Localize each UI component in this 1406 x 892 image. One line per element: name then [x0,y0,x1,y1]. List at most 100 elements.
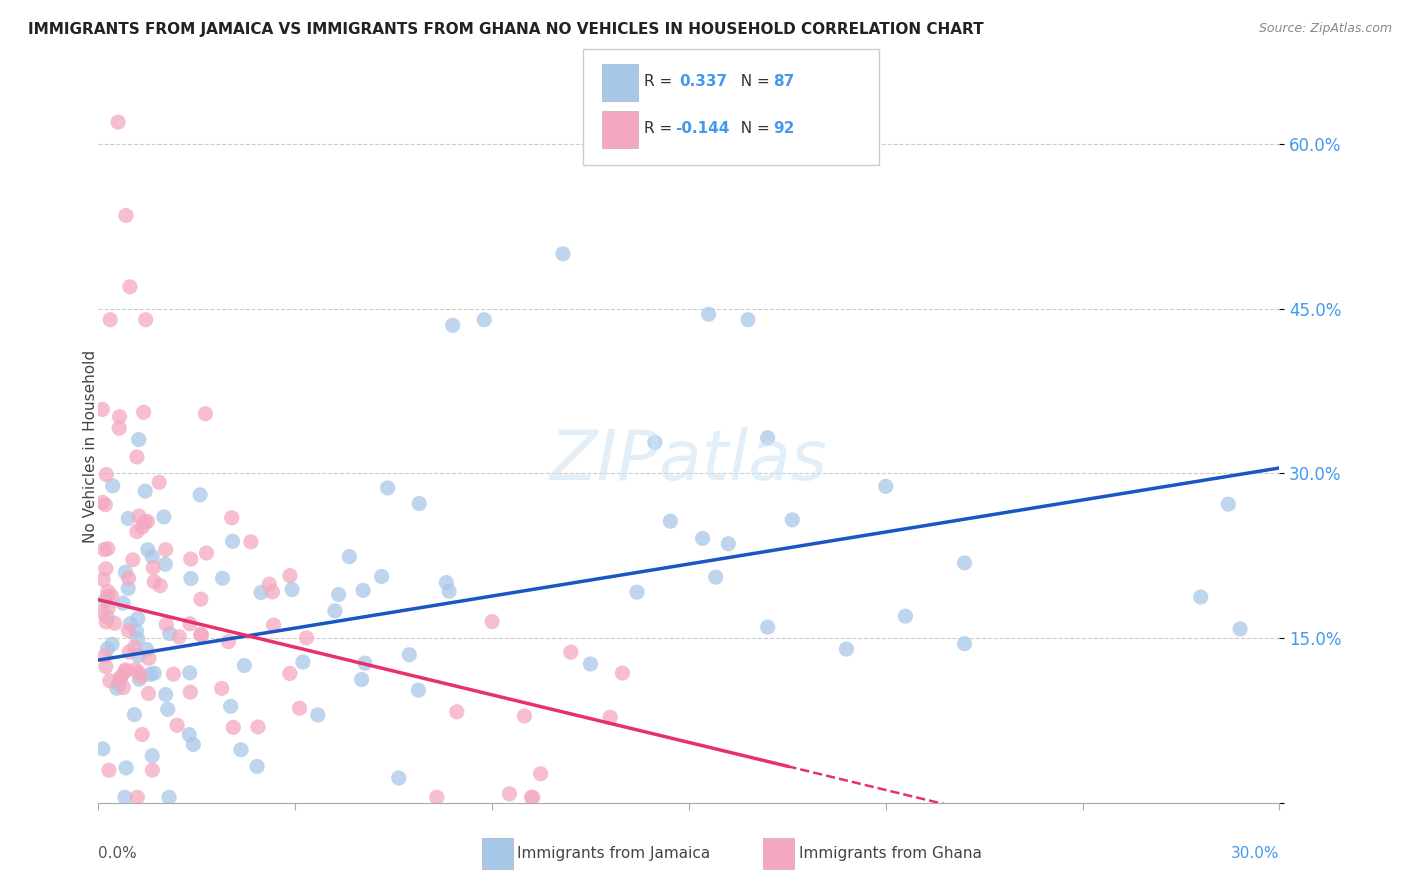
Point [91,573,114,587]
Point [472,312,495,326]
Point [157,790,180,805]
Point [388,771,411,785]
Text: 0.337: 0.337 [679,74,727,89]
Point [128,433,150,447]
Point [233,658,256,673]
Text: Immigrants from Ghana: Immigrants from Ghana [799,847,981,861]
Point [737,312,759,326]
Point [136,515,159,529]
Point [94,659,117,673]
Point [96,467,118,482]
Point [337,549,360,564]
Text: 0.0%: 0.0% [98,846,138,861]
Point [127,665,149,680]
Point [437,584,460,599]
Point [398,648,420,662]
Point [221,534,243,549]
Point [441,318,464,333]
Point [94,648,117,663]
Point [756,620,779,634]
Point [143,574,166,589]
Point [520,790,543,805]
Point [127,611,149,625]
Point [195,546,218,560]
Point [155,542,177,557]
Point [91,495,114,509]
Point [124,707,146,722]
Point [1218,497,1240,511]
Point [105,681,128,696]
Point [97,584,120,599]
Point [127,632,149,646]
Point [94,593,117,607]
Point [166,718,188,732]
Point [211,571,233,585]
Point [579,657,602,671]
Point [94,562,117,576]
Point [190,628,212,642]
Point [125,524,148,539]
Point [953,556,976,570]
Point [156,702,179,716]
Point [118,280,141,294]
Point [328,587,350,601]
Point [131,520,153,534]
Point [481,615,503,629]
Point [780,513,803,527]
Point [91,605,114,619]
Point [91,741,114,756]
Point [498,787,520,801]
Point [659,514,682,528]
Point [551,247,574,261]
Point [894,609,917,624]
Point [180,572,202,586]
Text: N =: N = [731,121,775,136]
Point [117,624,139,638]
Point [141,748,163,763]
Point [139,667,162,681]
Point [183,738,205,752]
Point [1229,622,1251,636]
Point [697,307,720,321]
Point [117,511,139,525]
Point [108,677,131,691]
Point [211,681,233,696]
Point [262,585,284,599]
Point [626,585,648,599]
Point [97,541,120,556]
Point [278,666,301,681]
Point [179,685,201,699]
Point [153,510,176,524]
Point [108,421,131,435]
Point [704,570,727,584]
Point [222,720,245,734]
Point [112,681,135,695]
Point [155,688,177,702]
Point [307,708,329,723]
Point [350,673,373,687]
Point [522,790,544,805]
Point [141,763,163,777]
Point [167,630,190,644]
Point [110,669,132,683]
Point [644,435,666,450]
Point [530,766,553,780]
Point [135,642,157,657]
Point [612,666,634,681]
Point [98,673,121,688]
Point [291,655,314,669]
Y-axis label: No Vehicles in Household: No Vehicles in Household [83,350,97,542]
Point [194,407,217,421]
Point [96,610,118,624]
Point [97,601,120,615]
Point [115,209,138,223]
Point [96,641,118,656]
Point [229,743,252,757]
Point [124,663,146,677]
Text: R =: R = [644,74,682,89]
Point [131,727,153,741]
Point [180,552,202,566]
Point [142,560,165,574]
Text: 87: 87 [773,74,794,89]
Point [288,701,311,715]
